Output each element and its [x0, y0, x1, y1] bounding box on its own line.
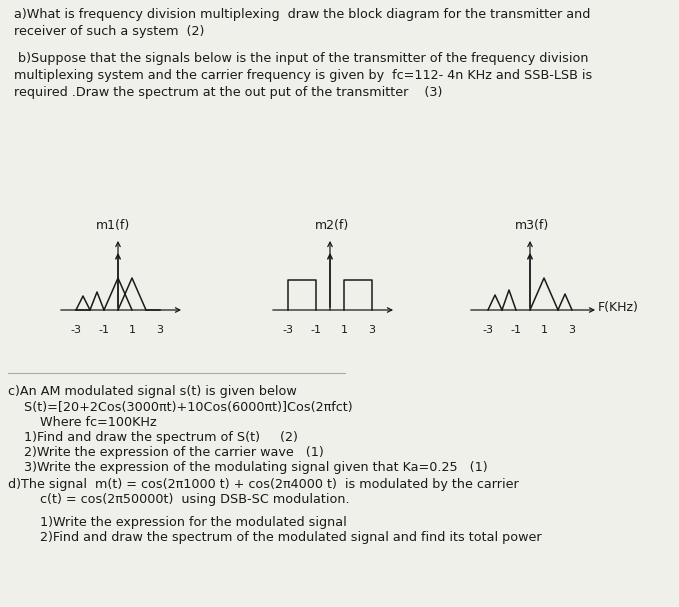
Text: 3: 3: [156, 325, 164, 335]
Text: 2)Find and draw the spectrum of the modulated signal and find its total power: 2)Find and draw the spectrum of the modu…: [8, 531, 542, 544]
Text: 3: 3: [568, 325, 576, 335]
Text: 1)Find and draw the spectrum of S(t)     (2): 1)Find and draw the spectrum of S(t) (2): [8, 431, 298, 444]
Text: 3)Write the expression of the modulating signal given that Ka=0.25   (1): 3)Write the expression of the modulating…: [8, 461, 488, 474]
Text: b)Suppose that the signals below is the input of the transmitter of the frequenc: b)Suppose that the signals below is the …: [10, 52, 592, 99]
Text: m3(f): m3(f): [515, 219, 549, 232]
Text: Where fc=100KHz: Where fc=100KHz: [8, 416, 157, 429]
Text: -1: -1: [310, 325, 321, 335]
Text: 3: 3: [369, 325, 375, 335]
Text: -3: -3: [282, 325, 293, 335]
Text: 1: 1: [128, 325, 136, 335]
Text: -1: -1: [511, 325, 521, 335]
Text: 1: 1: [340, 325, 348, 335]
Text: -3: -3: [483, 325, 494, 335]
Text: F(KHz): F(KHz): [598, 300, 639, 313]
Text: 1)Write the expression for the modulated signal: 1)Write the expression for the modulated…: [8, 516, 347, 529]
Text: m2(f): m2(f): [315, 219, 349, 232]
Text: 1: 1: [540, 325, 547, 335]
Text: m1(f): m1(f): [96, 219, 130, 232]
Text: 2)Write the expression of the carrier wave   (1): 2)Write the expression of the carrier wa…: [8, 446, 324, 459]
Text: -1: -1: [98, 325, 109, 335]
Text: d)The signal  m(t) = cos(2π1000 t) + cos(2π4000 t)  is modulated by the carrier: d)The signal m(t) = cos(2π1000 t) + cos(…: [8, 478, 519, 491]
Text: S(t)=[20+2Cos(3000πt)+10Cos(6000πt)]Cos(2πfct): S(t)=[20+2Cos(3000πt)+10Cos(6000πt)]Cos(…: [8, 401, 352, 414]
Text: a)What is frequency division multiplexing  draw the block diagram for the transm: a)What is frequency division multiplexin…: [10, 8, 590, 38]
Text: c(t) = cos(2π50000t)  using DSB-SC modulation.: c(t) = cos(2π50000t) using DSB-SC modula…: [8, 493, 350, 506]
Text: -3: -3: [71, 325, 81, 335]
Text: c)An AM modulated signal s(t) is given below: c)An AM modulated signal s(t) is given b…: [8, 385, 297, 398]
